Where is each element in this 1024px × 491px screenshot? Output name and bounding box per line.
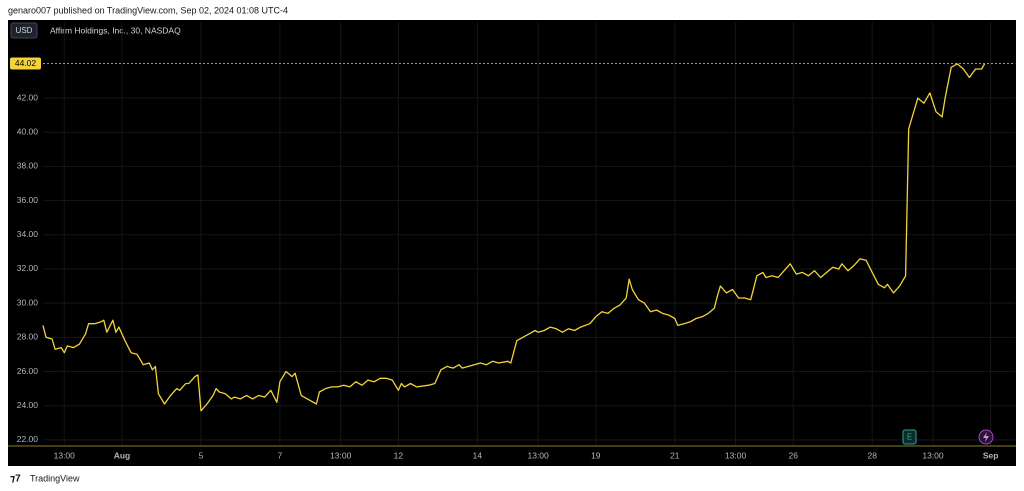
x-tick-label: 26 (789, 450, 799, 460)
x-tick-label: 28 (868, 450, 878, 460)
x-tick-label: 12 (394, 450, 404, 460)
x-tick-label: 21 (670, 450, 680, 460)
y-tick-label: 30.00 (17, 297, 39, 307)
chart-title: Affirm Holdings, Inc., 30, NASDAQ (50, 25, 181, 35)
y-tick-label: 38.00 (17, 161, 39, 171)
price-line (42, 63, 986, 412)
x-tick-label: Sep (983, 450, 999, 460)
y-tick-label: 24.00 (17, 400, 39, 410)
x-tick-label: 13:00 (330, 450, 352, 460)
last-price-label: 44.02 (15, 58, 37, 68)
chart-area (8, 20, 1016, 466)
publisher: genaro007 published on TradingView.com, … (8, 5, 288, 15)
brand: TradingView (30, 473, 80, 483)
y-tick-label: 28.00 (17, 332, 39, 342)
x-tick-label: 14 (473, 450, 483, 460)
x-tick-label: 5 (199, 450, 204, 460)
x-tick-label: 13:00 (922, 450, 944, 460)
y-tick-label: 22.00 (17, 434, 39, 444)
y-tick-label: 32.00 (17, 263, 39, 273)
y-tick-label: 42.00 (17, 92, 39, 102)
x-tick-label: 13:00 (54, 450, 76, 460)
currency-button[interactable] (10, 22, 38, 39)
currency: USD (16, 26, 33, 35)
x-tick-label: 13:00 (527, 450, 549, 460)
y-tick-label: 26.00 (17, 366, 39, 376)
brand-logo: ⁊7 (10, 474, 21, 485)
x-tick-label: 7 (278, 450, 283, 460)
last-price-box (10, 57, 41, 70)
dividend-bolt (983, 432, 989, 442)
plot: 22.00 24.00 26.00 28.00 30.00 32.00 34.00 36.00… (8, 22, 1016, 460)
x-tick-label: 19 (591, 450, 601, 460)
y-tick-label: 40.00 (17, 126, 39, 136)
earnings-label: E (907, 433, 912, 442)
y-tick-label: 34.00 (17, 229, 39, 239)
x-tick-label: 13:00 (725, 450, 747, 460)
y-tick-label: 36.00 (17, 195, 39, 205)
earnings-icon (902, 429, 917, 445)
x-tick-label: Aug (114, 450, 131, 460)
